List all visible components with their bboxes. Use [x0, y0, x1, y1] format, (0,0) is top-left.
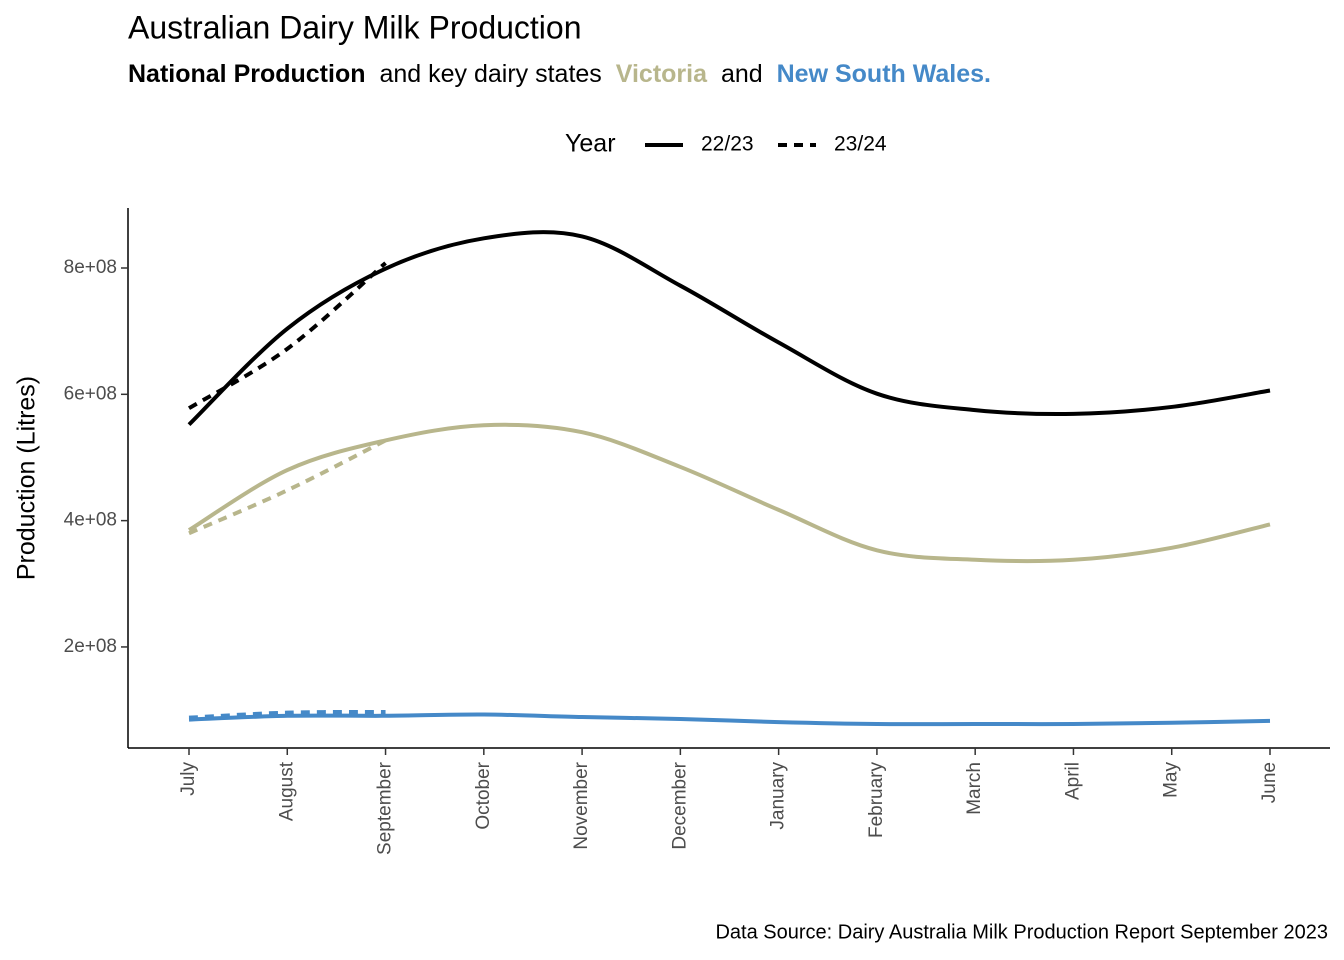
x-tick-label: September	[375, 761, 396, 855]
y-tick-label: 8e+08	[64, 257, 117, 278]
legend-label: 22/23	[701, 133, 754, 156]
x-tick-label: July	[178, 762, 199, 796]
series-line	[187, 261, 387, 410]
x-tick-label: August	[276, 761, 297, 821]
y-tick-label: 2e+08	[64, 636, 117, 657]
legend-label: 23/24	[834, 133, 887, 156]
x-tick-label: November	[571, 761, 592, 849]
chart-title: Australian Dairy Milk Production	[128, 9, 582, 45]
series-line	[187, 230, 1271, 427]
subtitle-text: and	[721, 60, 763, 88]
subtitle-national: National Production	[128, 60, 366, 88]
x-tick-label: January	[768, 762, 789, 830]
subtitle-text: and key dairy states	[379, 60, 601, 88]
caption: Data Source: Dairy Australia Milk Produc…	[715, 921, 1328, 943]
y-axis-label: Production (Litres)	[13, 376, 41, 580]
legend-title: Year	[565, 130, 616, 158]
subtitle-victoria: Victoria	[616, 60, 708, 88]
y-tick-label: 6e+08	[64, 383, 117, 404]
x-tick-label: May	[1161, 762, 1182, 798]
x-tick-label: March	[964, 762, 985, 815]
subtitle: National Production and key dairy states…	[128, 60, 991, 88]
y-tick-label: 4e+08	[64, 510, 117, 531]
x-tick-label: February	[866, 762, 887, 839]
x-tick-label: June	[1259, 762, 1280, 803]
series-line	[188, 712, 1271, 727]
x-tick-label: October	[473, 761, 494, 829]
subtitle-nsw: New South Wales.	[777, 60, 991, 88]
series-line	[188, 438, 387, 536]
x-tick-label: April	[1062, 762, 1083, 800]
series-line	[188, 709, 386, 720]
series-line	[187, 422, 1271, 564]
x-tick-label: December	[669, 761, 690, 849]
